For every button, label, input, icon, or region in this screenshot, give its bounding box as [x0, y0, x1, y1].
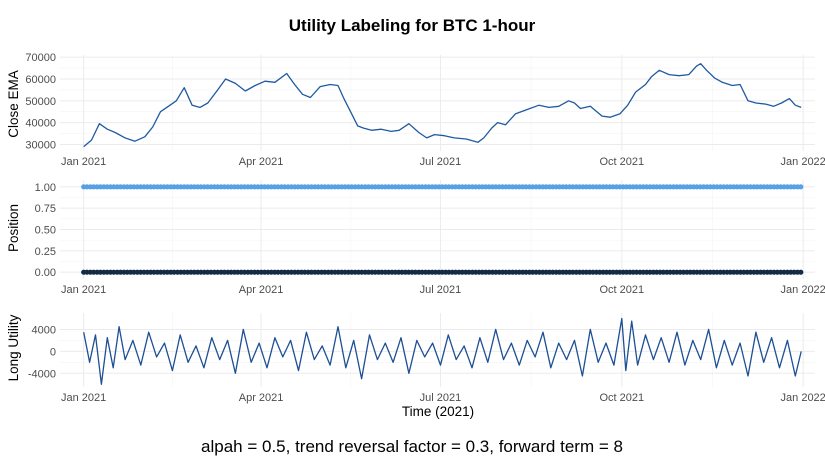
series-close-ema — [83, 63, 802, 148]
chart-title: Utility Labeling for BTC 1-hour — [289, 16, 536, 35]
y-tick-label-long-utility: -4000 — [28, 368, 56, 380]
x-axis-label-long-utility: Time (2021) — [402, 404, 474, 419]
y-tick-label-long-utility: 4000 — [32, 324, 56, 336]
x-tick-label-long-utility: Oct 2021 — [599, 392, 644, 404]
y-tick-label-close-ema: 30000 — [25, 139, 56, 151]
x-tick-label-position: Oct 2021 — [599, 284, 644, 296]
x-tick-label-position: Jan 2021 — [61, 284, 106, 296]
y-axis-label-position: Position — [6, 204, 21, 252]
x-tick-label-close-ema: Jul 2021 — [420, 156, 462, 168]
y-tick-label-close-ema: 70000 — [25, 52, 56, 64]
y-tick-label-position: 0.50 — [35, 225, 56, 237]
chart-caption: alpah = 0.5, trend reversal factor = 0.3… — [201, 437, 623, 456]
y-ticks-close-ema: 30000 40000 50000 60000 70000 — [25, 52, 56, 151]
y-tick-label-close-ema: 40000 — [25, 118, 56, 130]
grid-position — [60, 180, 815, 279]
panel-long-utility: -4000 0 4000 Jan 2021 Apr 2021 Jul 2021 Oct 2… — [6, 313, 825, 419]
y-tick-label-close-ema: 50000 — [25, 96, 56, 108]
series-line-long-utility — [83, 317, 802, 385]
x-tick-label-position: Jan 2022 — [781, 284, 825, 296]
x-tick-label-close-ema: Jan 2021 — [61, 156, 106, 168]
x-tick-label-position: Jul 2021 — [420, 284, 462, 296]
point-long — [798, 184, 804, 190]
x-tick-label-long-utility: Apr 2021 — [239, 392, 284, 404]
panel-position: 0.00 0.25 0.50 0.75 1.00 Jan 2021 Apr 2021 Jul… — [6, 180, 825, 296]
x-tick-label-long-utility: Jan 2022 — [781, 392, 825, 404]
y-ticks-position: 0.00 0.25 0.50 0.75 1.00 — [35, 182, 56, 279]
y-tick-label-position: 0.75 — [35, 203, 56, 215]
x-ticks-position: Jan 2021 Apr 2021 Jul 2021 Oct 2021 Jan 2022 — [61, 284, 825, 296]
series-long-utility — [83, 317, 802, 385]
x-tick-label-close-ema: Apr 2021 — [239, 156, 284, 168]
series-line-close-ema — [83, 63, 802, 148]
y-tick-label-position: 0.25 — [35, 246, 56, 258]
x-tick-label-long-utility: Jan 2021 — [61, 392, 106, 404]
panel-close-ema: 30000 40000 50000 60000 70000 Jan 2021 Apr 20… — [6, 52, 825, 168]
x-ticks-long-utility: Jan 2021 Apr 2021 Jul 2021 Oct 2021 Jan 2022 — [61, 392, 825, 404]
x-tick-label-position: Apr 2021 — [239, 284, 284, 296]
grid-close-ema — [60, 55, 815, 151]
y-axis-label-long-utility: Long Utility — [6, 314, 21, 381]
point-flat — [798, 269, 804, 275]
x-tick-label-close-ema: Oct 2021 — [599, 156, 644, 168]
x-tick-label-long-utility: Jul 2021 — [420, 392, 462, 404]
y-ticks-long-utility: -4000 0 4000 — [28, 324, 56, 380]
series-position — [81, 184, 804, 275]
x-tick-label-close-ema: Jan 2022 — [781, 156, 825, 168]
y-tick-label-position: 1.00 — [35, 182, 56, 194]
y-tick-label-close-ema: 60000 — [25, 74, 56, 86]
grid-long-utility — [60, 313, 815, 387]
y-tick-label-position: 0.00 — [35, 267, 56, 279]
y-tick-label-long-utility: 0 — [50, 346, 56, 358]
y-axis-label-close-ema: Close EMA — [6, 70, 21, 138]
x-ticks-close-ema: Jan 2021 Apr 2021 Jul 2021 Oct 2021 Jan 2022 — [61, 156, 825, 168]
